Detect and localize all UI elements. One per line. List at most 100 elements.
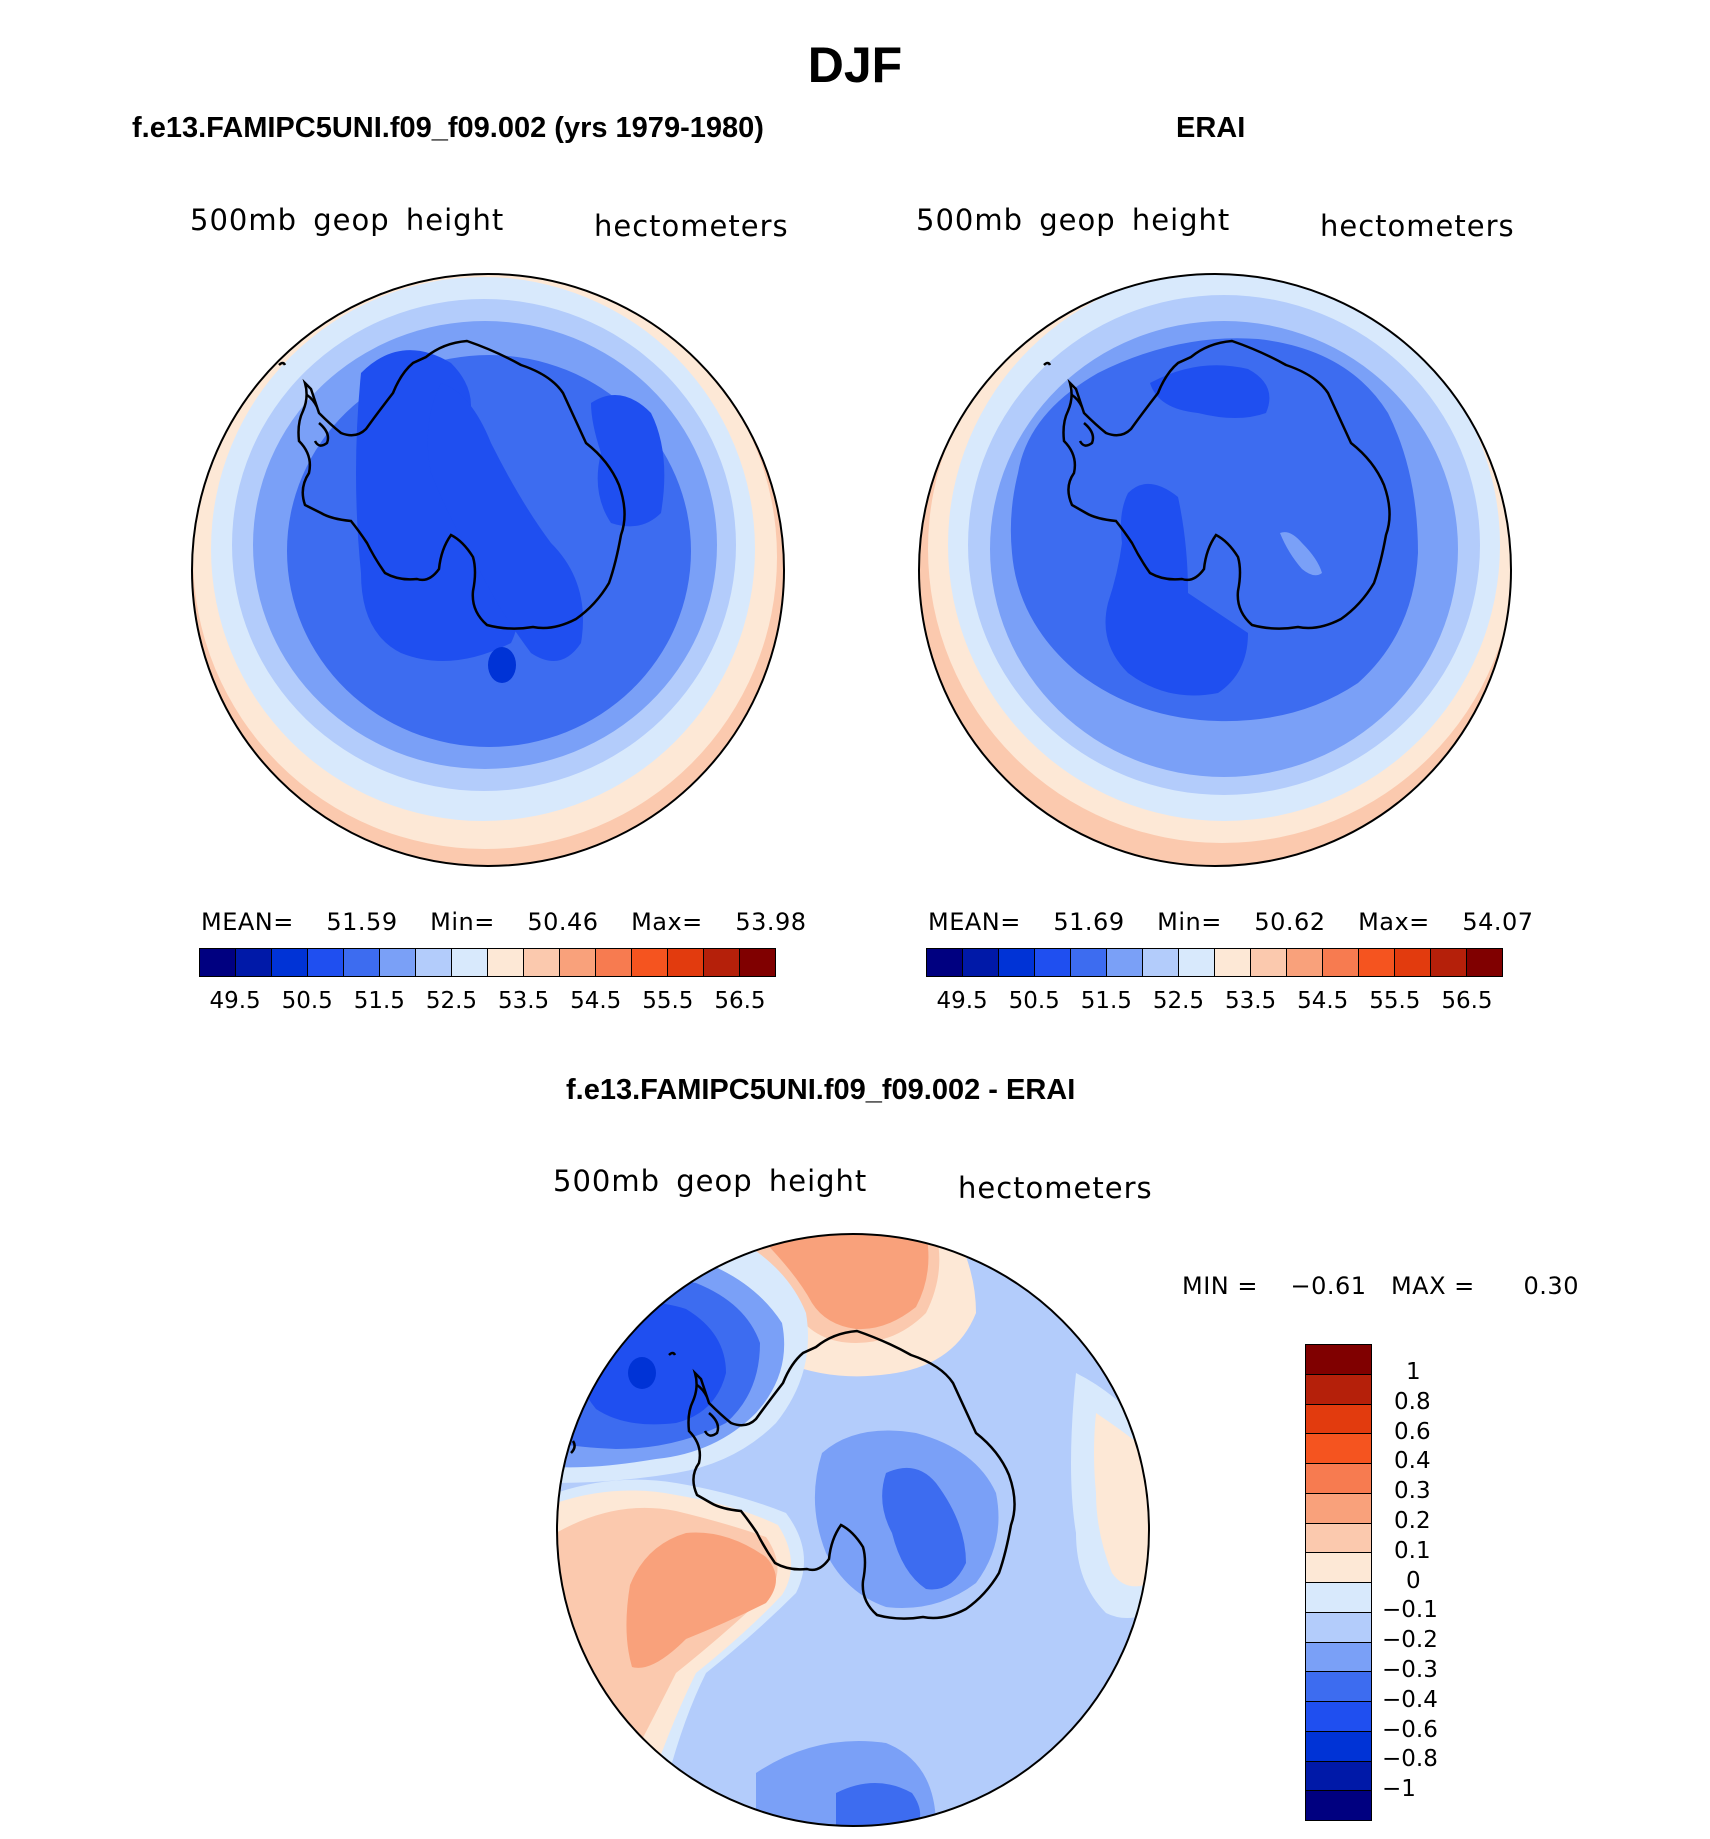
colorbar-swatch (1323, 949, 1359, 976)
obs-min-value: 50.62 (1254, 908, 1326, 936)
diff-colorbar (1305, 1344, 1372, 1821)
colorbar-tick-label: 0.6 (1394, 1418, 1431, 1445)
colorbar-tick-label: −0.6 (1382, 1716, 1438, 1743)
diff-stats: MIN = −0.61 MAX = 0.30 (1182, 1272, 1579, 1300)
model-variable-label: 500mb geop height (190, 203, 505, 237)
colorbar-swatch (1306, 1434, 1371, 1464)
colorbar-swatch (668, 949, 704, 976)
obs-contour-band (1280, 532, 1322, 576)
colorbar-tick-label: 56.5 (714, 988, 766, 1014)
colorbar-swatch (1035, 949, 1071, 976)
colorbar-tick-label: 0.8 (1394, 1388, 1431, 1415)
diff-max-label: MAX = (1390, 1272, 1475, 1300)
colorbar-tick-label: −0.3 (1382, 1656, 1438, 1683)
obs-polar-map (918, 273, 1512, 867)
colorbar-swatch (1306, 1464, 1371, 1494)
model-mean-label: MEAN= (201, 908, 294, 936)
colorbar-tick-label: −0.4 (1382, 1686, 1438, 1713)
colorbar-swatch (560, 949, 596, 976)
colorbar-tick-label: 55.5 (1369, 988, 1421, 1014)
colorbar-tick-label: −0.1 (1382, 1597, 1438, 1624)
model-mean-value: 51.59 (326, 908, 398, 936)
obs-contour-band (1105, 483, 1248, 696)
colorbar-swatch (1306, 1791, 1371, 1820)
diff-polar-map (556, 1233, 1150, 1827)
colorbar-tick-label: 51.5 (353, 988, 405, 1014)
colorbar-swatch (1306, 1642, 1371, 1673)
obs-units-label: hectometers (1320, 209, 1515, 243)
obs-variable-label: 500mb geop height (916, 203, 1231, 237)
diff-coastline (570, 1351, 720, 1454)
model-contour-band (427, 383, 583, 661)
diff-max-value: 0.30 (1523, 1272, 1579, 1300)
colorbar-tick-label: 50.5 (1008, 988, 1060, 1014)
diff-variable-label: 500mb geop height (553, 1164, 868, 1198)
model-stats: MEAN= 51.59 Min= 50.46 Max= 53.98 (201, 908, 807, 936)
colorbar-swatch (1431, 949, 1467, 976)
colorbar-swatch (1071, 949, 1107, 976)
colorbar-tick-label: −1 (1382, 1776, 1416, 1803)
diff-contour-band (882, 1467, 966, 1590)
colorbar-tick-label: 0.2 (1394, 1507, 1431, 1534)
colorbar-tick-label: 54.5 (1297, 988, 1349, 1014)
colorbar-swatch (308, 949, 344, 976)
diff-min-label: MIN = (1182, 1272, 1258, 1300)
obs-min-label: Min= (1157, 908, 1222, 936)
model-contour-band (591, 395, 665, 527)
colorbar-tick-label: 51.5 (1080, 988, 1132, 1014)
colorbar-swatch (596, 949, 632, 976)
diff-panel-title: f.e13.FAMIPC5UNI.f09_f09.002 - ERAI (566, 1074, 1076, 1106)
colorbar-tick-label: 53.5 (1224, 988, 1277, 1014)
model-coastline (208, 361, 330, 464)
colorbar-tick-label: 49.5 (936, 988, 988, 1014)
colorbar-swatch (200, 949, 236, 976)
colorbar-swatch (1359, 949, 1395, 976)
colorbar-tick-label: 52.5 (425, 988, 478, 1014)
colorbar-swatch (1306, 1731, 1371, 1762)
obs-colorbar (926, 948, 1503, 977)
colorbar-swatch (1215, 949, 1251, 976)
obs-mean-value: 51.69 (1053, 908, 1125, 936)
colorbar-swatch (632, 949, 668, 976)
colorbar-tick-label: −0.2 (1382, 1627, 1438, 1654)
colorbar-swatch (704, 949, 740, 976)
colorbar-tick-label: 50.5 (281, 988, 333, 1014)
colorbar-swatch (488, 949, 524, 976)
model-panel-title: f.e13.FAMIPC5UNI.f09_f09.002 (yrs 1979-1… (132, 112, 764, 144)
colorbar-swatch (1306, 1523, 1371, 1554)
colorbar-swatch (416, 949, 452, 976)
diff-contour-band (756, 1234, 929, 1330)
diff-contour-band (1094, 1413, 1149, 1587)
colorbar-swatch (1306, 1404, 1371, 1435)
model-min-label: Min= (430, 908, 495, 936)
diff-contour-band (628, 1357, 656, 1389)
diff-contour-band (836, 1783, 921, 1826)
colorbar-swatch (999, 949, 1035, 976)
colorbar-swatch (272, 949, 308, 976)
colorbar-swatch (344, 949, 380, 976)
colorbar-swatch (380, 949, 416, 976)
colorbar-tick-label: 53.5 (497, 988, 550, 1014)
obs-max-label: Max= (1358, 908, 1430, 936)
colorbar-swatch (1306, 1493, 1371, 1524)
obs-colorbar-ticks: 49.5 50.5 51.5 52.5 53.5 54.5 55.5 56.5 (926, 988, 1503, 1018)
obs-stats: MEAN= 51.69 Min= 50.62 Max= 54.07 (928, 908, 1534, 936)
colorbar-tick-label: 0.1 (1394, 1537, 1431, 1564)
model-min-value: 50.46 (527, 908, 599, 936)
diff-min-value: −0.61 (1290, 1272, 1367, 1300)
model-contour-band (488, 647, 516, 683)
colorbar-tick-label: 54.5 (570, 988, 622, 1014)
colorbar-tick-label: 0.4 (1394, 1448, 1431, 1475)
colorbar-tick-label: 52.5 (1152, 988, 1205, 1014)
obs-max-value: 54.07 (1462, 908, 1534, 936)
colorbar-swatch (1143, 949, 1179, 976)
colorbar-tick-label: 1 (1406, 1359, 1421, 1385)
colorbar-swatch (1306, 1374, 1371, 1405)
diff-units-label: hectometers (958, 1171, 1153, 1205)
model-contour-band (356, 350, 518, 661)
model-colorbar (199, 948, 776, 977)
colorbar-swatch (1287, 949, 1323, 976)
colorbar-tick-label: 49.5 (209, 988, 261, 1014)
colorbar-swatch (1306, 1672, 1371, 1702)
obs-mean-label: MEAN= (928, 908, 1021, 936)
